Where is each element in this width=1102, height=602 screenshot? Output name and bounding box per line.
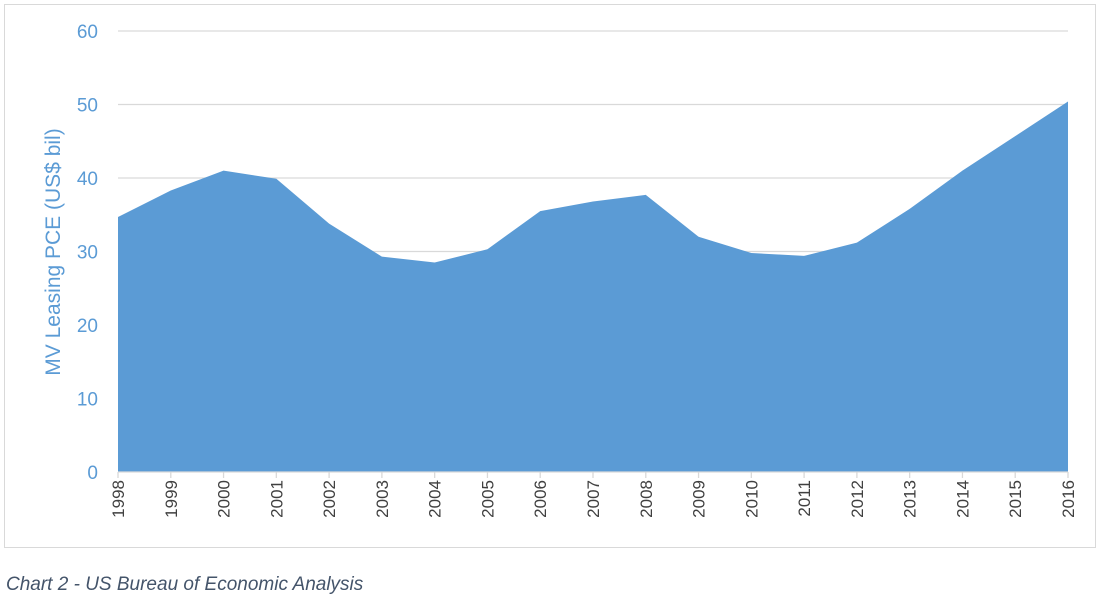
x-tick-label: 2009 [690, 480, 709, 518]
x-tick-label: 2015 [1006, 480, 1025, 518]
x-tick-label: 2003 [373, 480, 392, 518]
x-tick-label: 2002 [320, 480, 339, 518]
x-tick-label: 2008 [637, 480, 656, 518]
y-tick-label: 0 [87, 463, 98, 484]
y-axis-ticks: 0 10 20 30 40 50 60 [77, 22, 98, 484]
x-tick-label: 2004 [426, 480, 445, 518]
series-area [118, 101, 1068, 472]
x-tick-label: 1999 [162, 480, 181, 518]
x-tick-label: 2012 [848, 480, 867, 518]
x-tick-label: 1998 [109, 480, 128, 518]
x-tick-label: 2001 [267, 480, 286, 518]
area-series [117, 101, 1069, 472]
x-tick-label: 2011 [795, 480, 814, 517]
y-axis-label: MV Leasing PCE (US$ bil) [42, 128, 65, 375]
area-chart: 0 10 20 30 40 50 60 1998 1999 2000 2001 2002 2003 20… [42, 22, 1078, 518]
x-tick-label: 2005 [478, 480, 497, 518]
x-axis-ticks: 1998 1999 2000 2001 2002 2003 2004 2005 2006 2007… [109, 480, 1078, 518]
y-tick-label: 10 [77, 390, 98, 411]
y-tick-label: 60 [77, 22, 98, 43]
y-tick-label: 40 [77, 169, 98, 190]
x-tick-label: 2006 [531, 480, 550, 518]
x-tick-label: 2000 [215, 480, 234, 518]
x-tick-label: 2007 [584, 480, 603, 518]
x-tick-label: 2016 [1059, 480, 1078, 518]
y-tick-label: 30 [77, 243, 98, 264]
x-axis [117, 471, 1069, 478]
x-tick-label: 2013 [901, 480, 920, 518]
x-tick-label: 2014 [953, 480, 972, 518]
y-tick-label: 50 [77, 96, 98, 117]
x-tick-label: 2010 [742, 480, 761, 518]
y-tick-label: 20 [77, 316, 98, 337]
chart-caption: Chart 2 - US Bureau of Economic Analysis [6, 574, 364, 595]
